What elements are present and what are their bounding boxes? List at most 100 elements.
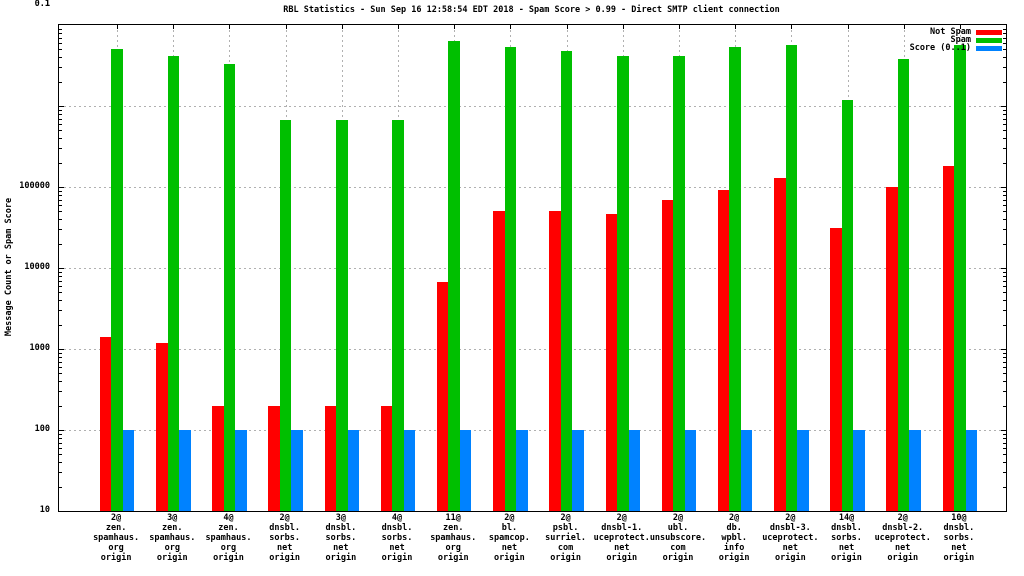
y-axis-tick-left [59, 187, 64, 188]
y-axis-tick-left [59, 162, 62, 164]
y-axis-tick-left [59, 57, 62, 59]
bar-score-0-1--6 [459, 430, 472, 511]
bar-score-0-1--11 [740, 430, 753, 511]
y-axis-tick-right [1003, 138, 1006, 140]
x-tick-label: 4@ zen. spamhaus. org origin [205, 513, 252, 563]
x-tick-label: 2@ dnsbl-1. uceprotect. net origin [593, 513, 650, 563]
y-axis-tick-left [59, 437, 62, 439]
y-axis-tick-right [1003, 199, 1006, 201]
x-tick-label: 3@ zen. spamhaus. org origin [149, 513, 196, 563]
x-axis-top-tick [454, 25, 456, 29]
y-tick-label-10: 10 [39, 505, 50, 515]
bar-spam-13 [841, 100, 854, 511]
y-axis-tick-left [59, 280, 62, 282]
bar-score-0-1--4 [347, 430, 360, 511]
bar-spam-5 [392, 120, 404, 511]
y-axis-tick-left [59, 356, 62, 358]
bar-score-0-1--10 [684, 430, 697, 511]
y-axis-tick-left [59, 49, 62, 51]
x-tick-label: 2@ dnsbl-3. uceprotect. net origin [762, 513, 819, 563]
y-axis-tick-right [1003, 190, 1006, 192]
y-axis-tick-right [1003, 447, 1006, 449]
y-axis-tick-left [59, 138, 62, 140]
h-gridline [59, 430, 1006, 431]
x-axis-top-tick [398, 25, 400, 29]
y-axis-tick-right [1003, 391, 1006, 393]
y-axis-tick-left [59, 447, 62, 449]
y-axis-tick-right [1003, 356, 1006, 358]
bar-score-0-1--9 [628, 430, 641, 511]
y-axis-tick-right [1003, 280, 1006, 282]
y-axis-tick-right [1003, 219, 1006, 221]
bar-score-0-1--3 [291, 430, 303, 511]
bar-not-spam-10 [661, 200, 674, 511]
h-gridline [59, 268, 1006, 269]
legend-swatch-spam [976, 37, 1002, 43]
y-axis-tick-left [59, 381, 62, 383]
y-axis-tick-left [59, 430, 64, 431]
y-tick-label-1000: 1000 [29, 343, 50, 353]
y-axis-tick-left [59, 37, 62, 39]
y-tick-label-0.1: 0.1 [34, 0, 50, 9]
bar-not-spam-3 [268, 406, 280, 511]
bar-spam-1 [167, 56, 180, 511]
bar-score-0-1--0 [122, 430, 135, 511]
y-axis-tick-left [59, 462, 62, 464]
y-axis-tick-right [1003, 292, 1006, 294]
y-axis-tick-left [59, 366, 62, 368]
legend-row-score: Score (0..1) [910, 44, 1002, 52]
y-axis-tick-right [1003, 324, 1006, 326]
y-tick-label-10000: 10000 [24, 262, 50, 272]
x-tick-label: 2@ dnsbl. sorbs. net origin [269, 513, 301, 563]
y-axis-tick-left [59, 130, 62, 132]
bar-score-0-1--8 [572, 430, 584, 511]
y-axis-tick-right [1003, 148, 1006, 150]
legend-label-score: Score (0..1) [909, 43, 971, 53]
y-axis-tick-left [59, 113, 62, 115]
bar-score-0-1--2 [235, 430, 247, 511]
y-axis-tick-right [1003, 81, 1006, 83]
y-axis-tick-right [1003, 32, 1006, 34]
y-axis-tick-right [1003, 37, 1006, 39]
y-axis-tick-left [59, 81, 62, 83]
y-axis-tick-left [59, 391, 62, 393]
bar-spam-6 [448, 41, 460, 511]
y-axis-tick-left [59, 67, 62, 69]
y-axis-tick-right [1003, 366, 1006, 368]
x-axis-top-tick [510, 25, 512, 29]
h-gridline [59, 187, 1006, 188]
plot-area: Not Spam Spam Score (0..1) [58, 24, 1007, 512]
y-axis-tick-right [1003, 194, 1006, 196]
x-tick-label: 2@ zen. spamhaus. org origin [93, 513, 140, 563]
x-axis-top-tick [229, 25, 231, 29]
bar-not-spam-13 [830, 228, 842, 511]
y-axis-tick-left [59, 229, 62, 231]
y-axis-tick-right [1003, 162, 1006, 164]
y-axis-tick-right [1001, 268, 1006, 269]
bar-spam-8 [560, 51, 573, 511]
x-axis-top-tick [622, 25, 624, 29]
h-gridline [59, 349, 1006, 350]
y-axis-tick-left [59, 194, 62, 196]
x-axis-top-tick [678, 25, 680, 29]
y-axis-tick-left [59, 442, 62, 444]
bar-not-spam-1 [156, 343, 168, 511]
y-axis-tick-right [1001, 349, 1006, 350]
legend-row-not-spam: Not Spam [910, 28, 1002, 36]
y-axis-tick-left [59, 300, 62, 302]
y-axis-tick-left [59, 204, 62, 206]
y-axis-tick-left [59, 285, 62, 287]
y-axis-tick-left [59, 361, 62, 363]
y-axis-tick-left [59, 352, 62, 354]
y-axis-tick-left [59, 199, 62, 201]
y-axis-tick-left [59, 211, 62, 213]
bar-not-spam-9 [605, 214, 618, 511]
bar-spam-14 [897, 59, 910, 511]
bar-score-0-1--13 [853, 430, 865, 511]
y-axis-tick-right [1001, 106, 1006, 107]
y-axis-tick-left [59, 219, 62, 221]
bar-spam-7 [504, 47, 517, 511]
y-axis-tick-left [59, 373, 62, 375]
bar-spam-3 [279, 120, 292, 511]
